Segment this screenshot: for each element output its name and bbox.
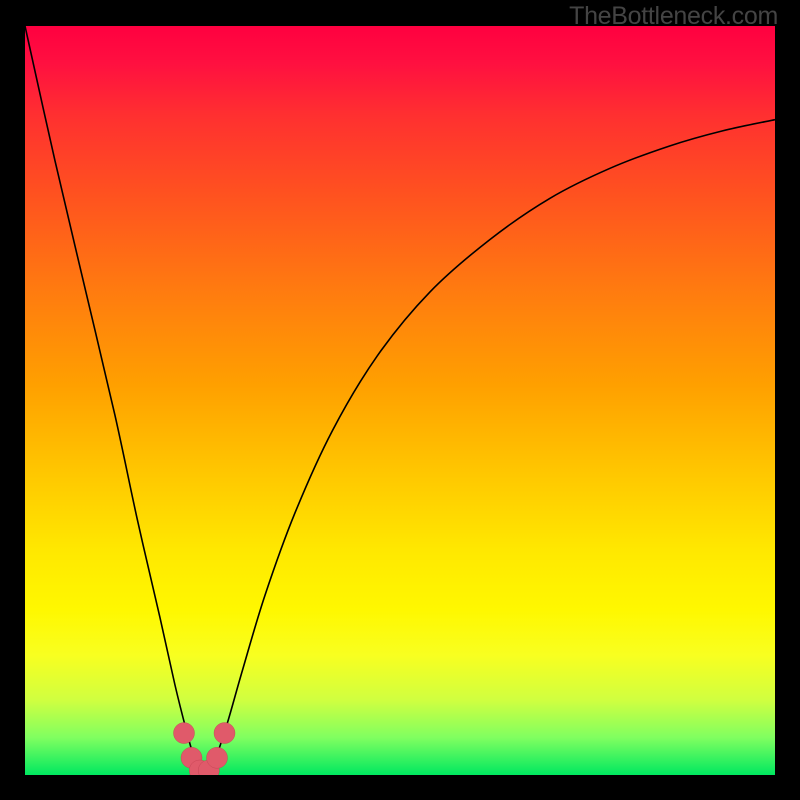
optimum-dot-cluster — [174, 723, 236, 775]
bottleneck-curve — [25, 26, 775, 773]
bottleneck-curve-chart — [25, 26, 775, 775]
optimum-dot — [174, 723, 195, 744]
optimum-dot — [207, 747, 228, 768]
optimum-dot — [214, 723, 235, 744]
outer-frame: TheBottleneck.com — [0, 0, 800, 800]
